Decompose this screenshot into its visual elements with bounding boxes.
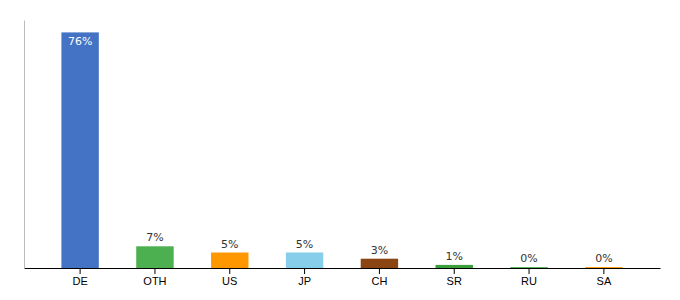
- x-tick-label: JP: [298, 275, 311, 287]
- data-label: 1%: [446, 250, 463, 263]
- data-labels: 76% 7% 5% 5% 3% 1% 0% 0%: [68, 35, 613, 265]
- bar: [436, 265, 473, 268]
- data-label: 3%: [371, 244, 388, 257]
- x-axis: DE OTH US JP CH SR RU SA: [25, 268, 661, 287]
- x-tick-mark: [603, 268, 604, 274]
- bar: [61, 32, 98, 268]
- x-tick-label: RU: [521, 275, 537, 287]
- x-tick-mark: [229, 268, 230, 274]
- bar: [211, 253, 248, 269]
- x-tick-label: SA: [597, 275, 612, 287]
- chart-container: DE OTH US JP CH SR RU SA 76% 7% 5% 5% 3% 1% 0% 0%: [0, 0, 680, 300]
- y-axis: [24, 21, 25, 269]
- x-tick-label: US: [222, 275, 237, 287]
- bar: [510, 267, 547, 268]
- x-tick-mark: [304, 268, 305, 274]
- data-label: 0%: [595, 252, 612, 265]
- x-tick: SR: [447, 268, 462, 287]
- x-tick-label: DE: [72, 275, 87, 287]
- data-label: 0%: [520, 252, 537, 265]
- x-tick-label: CH: [371, 275, 387, 287]
- x-tick: SA: [597, 268, 612, 287]
- x-tick-label: SR: [447, 275, 462, 287]
- data-label: 76%: [68, 35, 92, 48]
- bar: [136, 246, 173, 268]
- x-tick-label: OTH: [143, 275, 166, 287]
- x-tick-mark: [154, 268, 155, 274]
- x-tick-mark: [379, 268, 380, 274]
- x-tick: OTH: [143, 268, 166, 287]
- x-tick: DE: [72, 268, 87, 287]
- bars: [61, 32, 622, 268]
- x-tick: US: [222, 268, 237, 287]
- x-axis-line: [25, 268, 661, 269]
- x-tick: RU: [521, 268, 537, 287]
- chart-svg: DE OTH US JP CH SR RU SA 76% 7% 5% 5% 3% 1% 0% 0%: [0, 0, 680, 300]
- x-tick-mark: [529, 268, 530, 274]
- data-label: 5%: [296, 238, 313, 251]
- x-tick: CH: [371, 268, 387, 287]
- x-tick: JP: [298, 268, 311, 287]
- y-axis-line: [24, 21, 25, 269]
- data-label: 7%: [146, 231, 163, 244]
- bar: [286, 253, 323, 269]
- data-label: 5%: [221, 238, 238, 251]
- plot-area: DE OTH US JP CH SR RU SA 76% 7% 5% 5% 3% 1% 0% 0%: [25, 21, 661, 287]
- bar: [361, 259, 398, 268]
- x-tick-mark: [80, 268, 81, 274]
- x-tick-mark: [454, 268, 455, 274]
- bar: [585, 267, 622, 268]
